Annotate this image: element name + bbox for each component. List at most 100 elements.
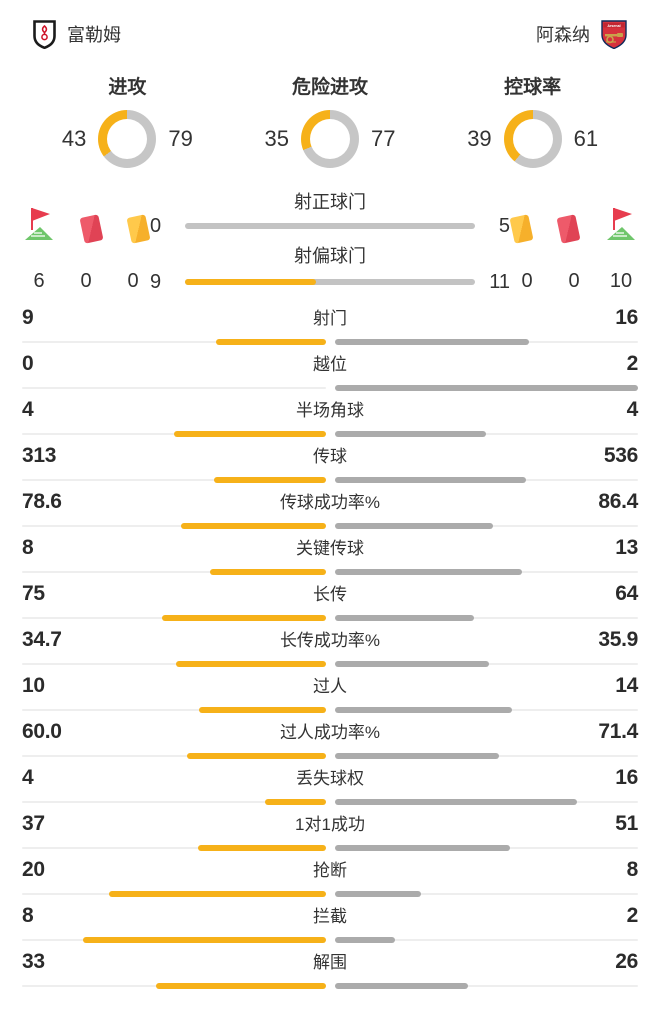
stat-compare-bar [22, 799, 638, 805]
donut-chart [98, 110, 157, 168]
donut-home-value: 35 [264, 126, 289, 151]
stat-row: 10 过人 14 [22, 674, 638, 713]
bar-track [22, 663, 326, 665]
bar-track [334, 893, 638, 895]
away-bar-half [334, 569, 638, 575]
stat-compare-bar [22, 385, 638, 391]
stat-row: 20 抢断 8 [22, 858, 639, 897]
home-bar-fill [216, 339, 326, 345]
away-bar-half [334, 845, 638, 851]
donut-label: 控球率 [504, 77, 562, 98]
bar-track [22, 571, 326, 573]
home-bar-half [22, 753, 326, 759]
away-bar-fill [334, 845, 511, 851]
home-bar-fill [173, 431, 326, 437]
home-yellow-cards-count: 0 [127, 270, 139, 292]
home-corners-count: 6 [33, 270, 45, 292]
stat-home-value: 0 [22, 352, 34, 375]
stat-label: 传球成功率% [279, 493, 381, 512]
stat-away-value: 13 [615, 536, 638, 559]
home-bar-fill [108, 891, 326, 897]
stat-line: 0 越位 2 [22, 352, 638, 377]
stat-away-value: 8 [626, 858, 639, 881]
donut-label: 危险进攻 [292, 77, 369, 98]
away-bar-half [334, 523, 638, 529]
shots-on-target-home: 0 [150, 214, 162, 237]
stat-label: 半场角球 [296, 401, 364, 420]
stat-home-value: 33 [22, 950, 45, 973]
shots-bars-column: 射正球门 0 5 射偏球门 9 11 [150, 192, 510, 296]
away-discipline-values: 0 0 10 [510, 268, 638, 294]
corner-flag-icon [24, 206, 54, 242]
stat-row: 34.7 长传成功率% 35.9 [22, 628, 638, 667]
stat-row: 33 解围 26 [22, 950, 638, 989]
donut-charts-section: 进攻 43 79 危险进攻 35 77 控球率 39 61 [0, 76, 660, 168]
stat-away-value: 16 [615, 306, 638, 329]
donut-stat: 控球率 39 61 [431, 76, 634, 168]
home-bar-half [22, 937, 326, 943]
home-bar-half [22, 707, 326, 713]
away-bar-half [334, 339, 638, 345]
away-team-name: 阿森纳 [536, 25, 590, 45]
bar-track [22, 525, 326, 527]
home-bar-fill [180, 523, 326, 529]
stat-row: 60.0 过人成功率% 71.4 [22, 720, 638, 759]
stat-home-value: 20 [22, 858, 45, 881]
donut-home-value: 39 [467, 126, 492, 151]
home-bar-half [22, 477, 326, 483]
shots-on-target-away: 5 [498, 214, 510, 237]
away-team-header[interactable]: 阿森纳 Arsenal [536, 19, 627, 49]
stat-row: 313 传球 536 [22, 444, 638, 483]
stat-away-value: 26 [615, 950, 638, 973]
stat-line: 75 长传 64 [22, 582, 638, 607]
stat-row: 8 拦截 2 [22, 904, 638, 943]
donut-away-value: 61 [573, 126, 599, 151]
stat-compare-bar [22, 845, 638, 851]
stat-line: 37 1对1成功 51 [22, 812, 638, 837]
away-bar-fill [334, 891, 422, 897]
stat-home-value: 75 [22, 582, 45, 605]
stat-label: 射门 [313, 309, 347, 328]
shots-off-target-home: 9 [150, 270, 162, 293]
away-bar-fill [334, 983, 469, 989]
stat-compare-bar [22, 937, 638, 943]
home-bar-half [22, 799, 326, 805]
stat-away-value: 86.4 [598, 490, 638, 513]
shots-section: 6 0 0 射正球门 0 5 射偏球门 9 11 [0, 192, 660, 296]
bar-track [334, 985, 638, 987]
home-bar-half [22, 983, 326, 989]
home-team-name: 富勒姆 [67, 25, 121, 45]
stat-home-value: 78.6 [22, 490, 62, 513]
stat-compare-bar [22, 523, 638, 529]
stat-label: 长传成功率% [279, 631, 381, 650]
away-red-cards-count: 0 [568, 270, 580, 292]
home-bar-fill [82, 937, 326, 943]
away-bar-fill [334, 661, 489, 667]
stat-away-value: 71.4 [598, 720, 638, 743]
away-bar-fill [334, 753, 500, 759]
red-card-icon [556, 214, 581, 244]
stat-label: 抢断 [313, 861, 347, 880]
away-bar-fill [334, 431, 487, 437]
stat-line: 60.0 过人成功率% 71.4 [22, 720, 638, 745]
home-bar-half [22, 339, 326, 345]
home-team-header[interactable]: 富勒姆 [33, 19, 121, 49]
stat-away-value: 14 [615, 674, 638, 697]
stat-home-value: 10 [22, 674, 45, 697]
donut-chart [503, 110, 562, 168]
shots-on-target-label: 射正球门 [294, 192, 366, 212]
stat-compare-bar [22, 983, 638, 989]
yellow-card-icon [126, 214, 151, 244]
donut-away-value: 77 [371, 126, 396, 151]
home-discipline-values: 6 0 0 [22, 268, 150, 294]
home-bar-half [22, 569, 326, 575]
away-yellow-cards-count: 0 [521, 270, 533, 292]
away-corners-count: 10 [609, 270, 633, 292]
away-bar-half [334, 753, 638, 759]
home-bar-fill [155, 983, 326, 989]
donut-row: 35 77 [259, 110, 401, 168]
stat-line: 10 过人 14 [22, 674, 638, 699]
shots-off-target-row: 9 11 [150, 268, 510, 296]
stat-row: 75 长传 64 [22, 582, 638, 621]
away-bar-fill [334, 477, 527, 483]
